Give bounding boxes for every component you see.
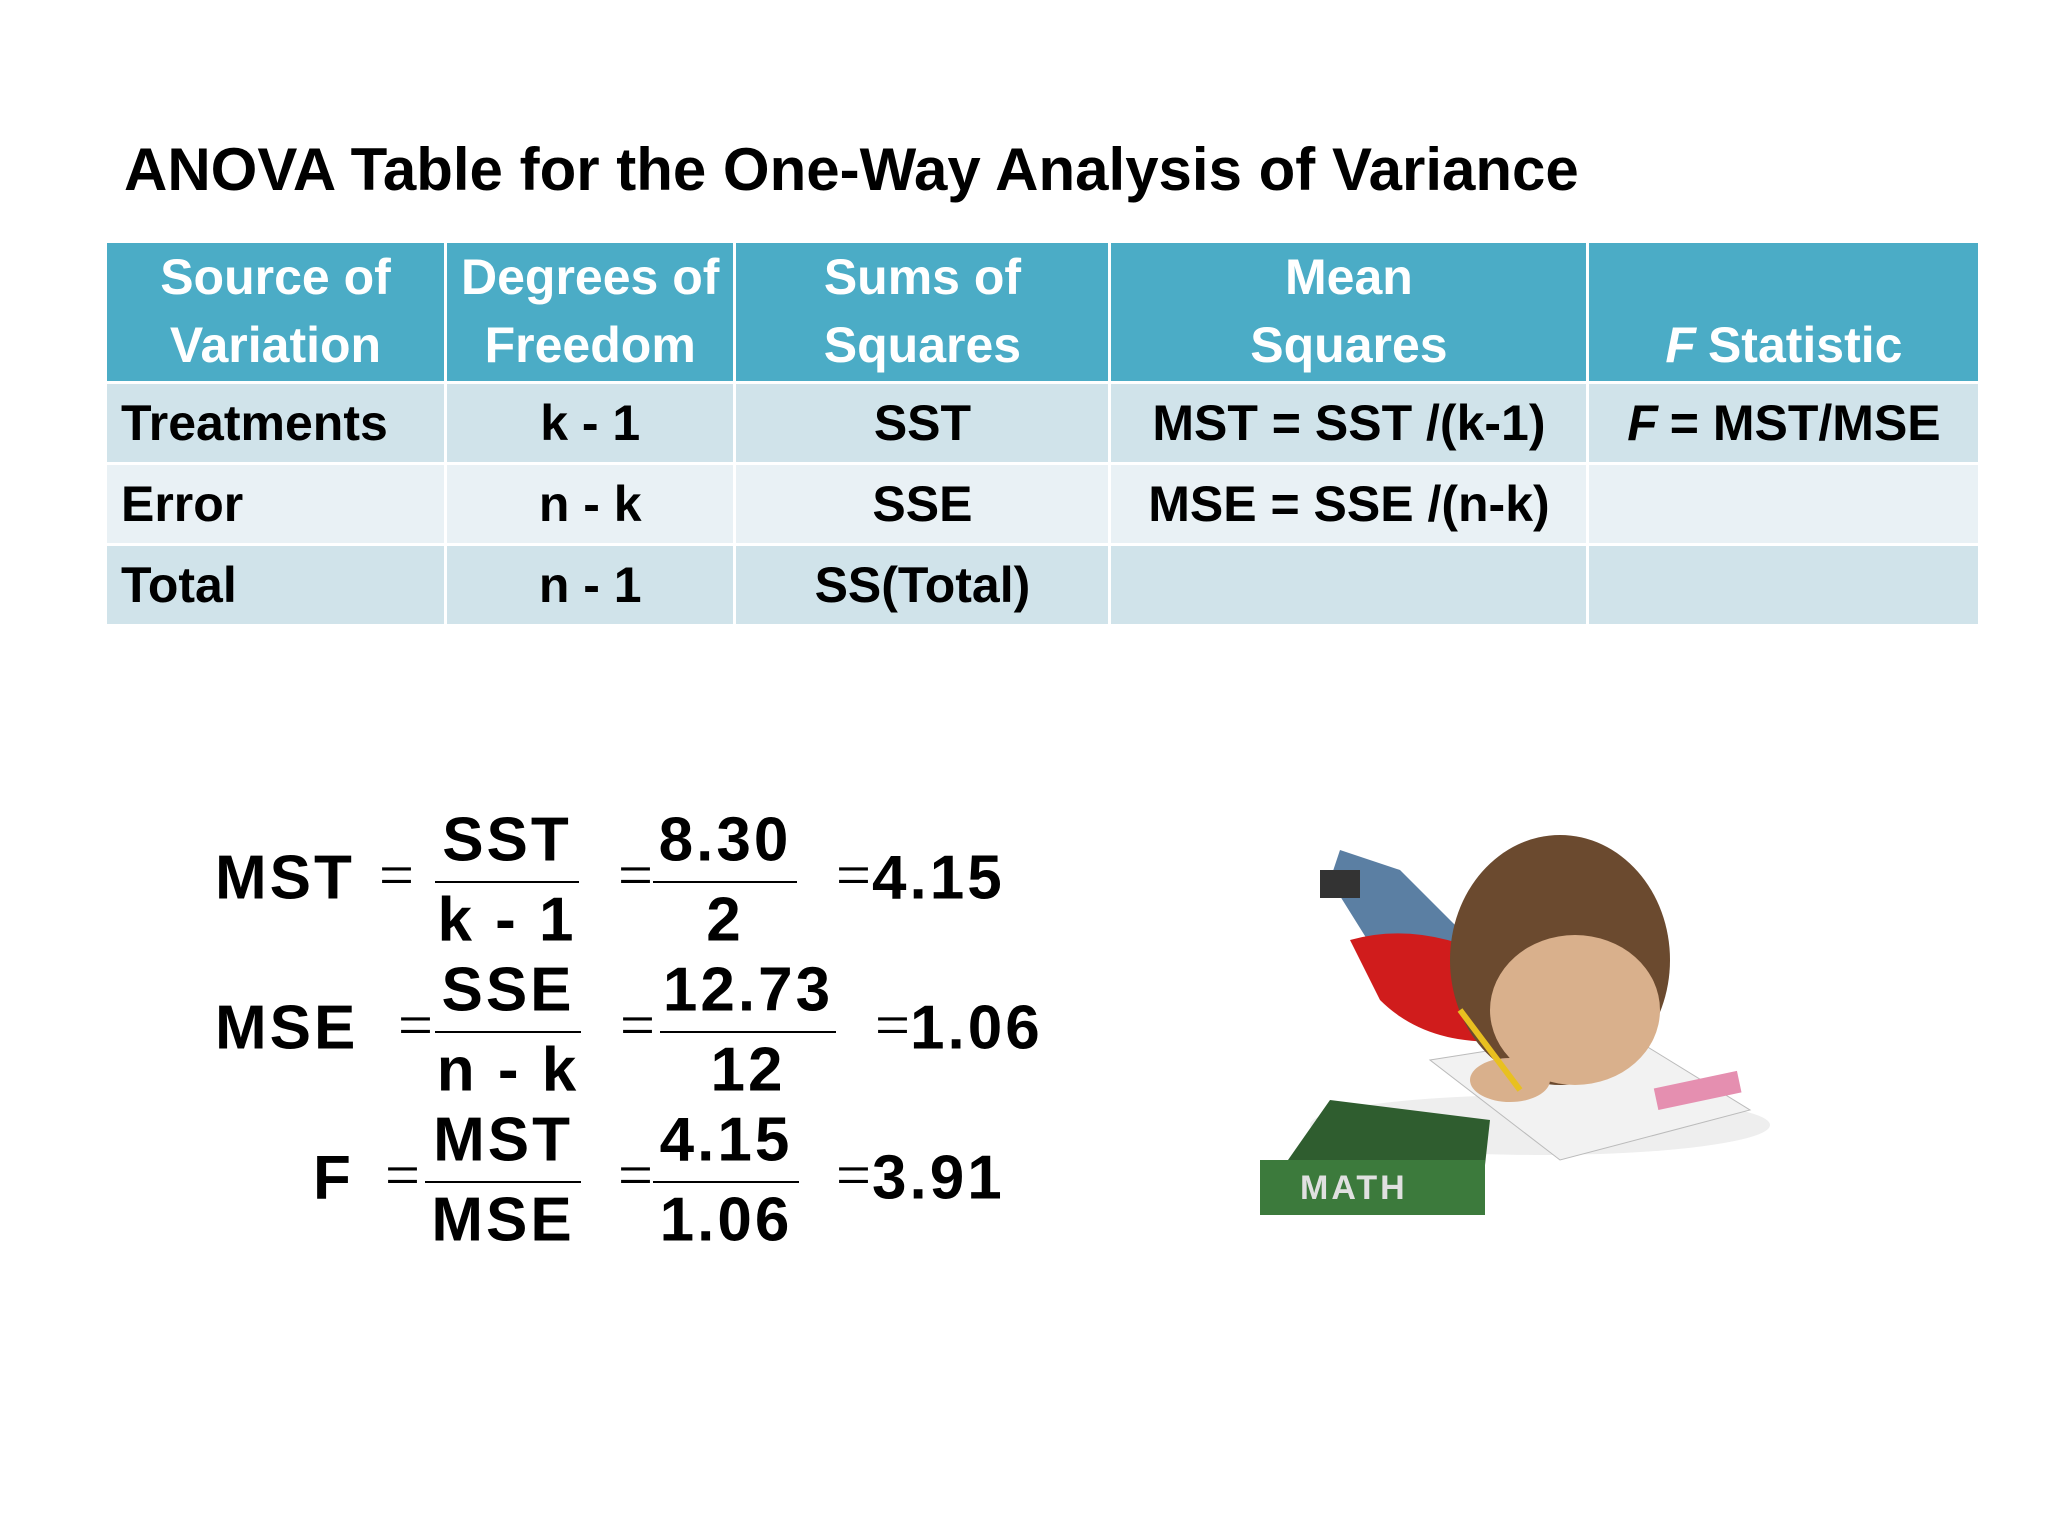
table-row: Total n - 1 SS(Total) [104, 543, 1982, 627]
header-line: Squares [1250, 317, 1448, 373]
italic-symbol: F [1665, 317, 1696, 373]
header-line: Squares [823, 317, 1022, 373]
header-cell: Sums of Squares [733, 240, 1112, 384]
table-cell: SST [733, 381, 1112, 465]
table-cell: k - 1 [443, 381, 737, 465]
denominator: 1.06 [660, 1185, 793, 1254]
eraser [1653, 1070, 1742, 1111]
denominator: MSE [431, 1185, 574, 1254]
table-cell: SSE [733, 462, 1112, 546]
equals-sign: = [379, 842, 414, 910]
legs [1330, 850, 1470, 960]
anova-table: Source of Variation Degrees of Freedom Sums … [104, 240, 1982, 627]
table-cell: F = MST/MSE [1586, 381, 1982, 465]
formula-result: 3.91 [872, 1143, 1005, 1212]
table-row: Treatments k - 1 SST MST = SST /(k-1) F = MST… [104, 381, 1982, 465]
header-cell: Source of Variation [104, 240, 447, 384]
table-cell: n - 1 [443, 543, 737, 627]
equals-sign: = [385, 1142, 420, 1210]
book [1260, 1160, 1485, 1215]
table-cell: MSE = SSE /(n-k) [1108, 462, 1590, 546]
header-line: Sums of [823, 249, 1022, 305]
formula: MST = = = SST k - 1 8.30 2 4.15 [215, 805, 1005, 954]
formula-result: 4.15 [872, 843, 1005, 912]
book-label: MATH [1300, 1169, 1408, 1207]
denominator: 2 [706, 885, 743, 954]
header-line: Degrees of [461, 249, 720, 305]
equals-sign: = [836, 1142, 871, 1210]
denominator: n - k [437, 1035, 579, 1104]
table-cell [1108, 543, 1590, 627]
numerator: 8.30 [659, 805, 792, 874]
header-cell: Mean Squares [1108, 240, 1590, 384]
pencil [1457, 1008, 1523, 1092]
table-cell: Error [104, 462, 447, 546]
numerator: SSE [441, 955, 574, 1024]
illustration: MATH [1260, 835, 1770, 1215]
formula-lhs: F [313, 1143, 354, 1212]
denominator: k - 1 [437, 885, 576, 954]
header-line: Mean [1285, 249, 1413, 305]
face [1490, 935, 1660, 1085]
denominator: 12 [711, 1035, 786, 1104]
header-row: Source of Variation Degrees of Freedom Sums … [104, 240, 1982, 384]
numerator: 4.15 [660, 1105, 793, 1174]
cell-text: = MST/MSE [1669, 395, 1941, 451]
shoe [1320, 870, 1360, 898]
header-cell: F Statistic [1586, 240, 1982, 384]
slide-title: ANOVA Table for the One-Way Analysis of … [124, 136, 1579, 203]
header-line: Source of [160, 249, 391, 305]
numerator: MST [433, 1105, 573, 1174]
equals-sign: = [618, 1142, 653, 1210]
numerator: SST [442, 805, 572, 874]
header-line: Variation [169, 317, 382, 373]
table-body: Treatments k - 1 SST MST = SST /(k-1) F = MST… [104, 381, 1982, 627]
formula-lhs: MST [215, 843, 355, 912]
header-cell: Degrees of Freedom [443, 240, 737, 384]
header-line: Freedom [484, 317, 696, 373]
table-cell: SS(Total) [733, 543, 1112, 627]
cell-text: Statistic [1707, 317, 1903, 373]
italic-symbol: F [1627, 395, 1658, 451]
formula-lhs: MSE [215, 993, 358, 1062]
equals-sign: = [875, 992, 910, 1060]
equals-sign: = [398, 992, 433, 1060]
table-cell: MST = SST /(k-1) [1108, 381, 1590, 465]
equals-sign: = [618, 842, 653, 910]
formula-result: 1.06 [910, 993, 1043, 1062]
table-cell [1586, 462, 1982, 546]
table-cell: Total [104, 543, 447, 627]
table-cell: Treatments [104, 381, 447, 465]
equals-sign: = [836, 842, 871, 910]
numerator: 12.73 [663, 955, 833, 1024]
table-cell: n - k [443, 462, 737, 546]
table-row: Error n - k SSE MSE = SSE /(n-k) [104, 462, 1982, 546]
table-cell [1586, 543, 1982, 627]
equals-sign: = [620, 992, 655, 1060]
